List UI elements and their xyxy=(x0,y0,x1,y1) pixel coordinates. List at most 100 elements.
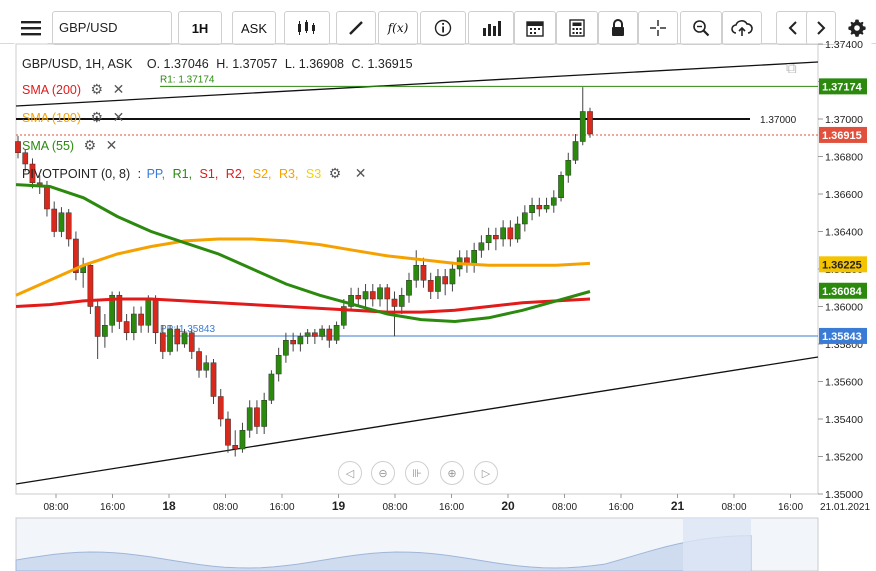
candle-body xyxy=(529,205,535,213)
candle-body xyxy=(94,306,101,337)
price-label: 1.36225 xyxy=(822,259,862,271)
cloud-upload-button[interactable] xyxy=(722,11,762,45)
candle-body xyxy=(123,321,130,333)
sma200-line xyxy=(15,297,591,314)
candle-body xyxy=(116,295,123,322)
chart-toolbar: GBP/USD 1H ASK f(x) xyxy=(0,0,876,45)
close-icon[interactable]: ✕ xyxy=(354,165,367,181)
calendar-icon xyxy=(526,21,544,37)
sma200-label: SMA (200) xyxy=(22,83,82,97)
gear-icon[interactable]: ⚙ xyxy=(90,109,104,125)
gear-icon[interactable]: ⚙ xyxy=(83,137,97,153)
x-tick-label: 16:00 xyxy=(100,502,125,513)
timeframe-label: 1H xyxy=(191,20,209,36)
pivot-r2: R2, xyxy=(225,167,246,181)
calendar-button[interactable] xyxy=(514,11,556,45)
formula-button[interactable]: f(x) xyxy=(378,11,418,45)
trendline-upper xyxy=(15,61,819,107)
candle-body xyxy=(565,160,572,176)
zoom-out-icon: ⊖ xyxy=(378,467,388,480)
info-icon xyxy=(434,19,452,37)
candle-body xyxy=(550,197,557,206)
x-tick-label: 08:00 xyxy=(213,502,238,513)
nav-prev-button[interactable]: ◁ xyxy=(338,461,362,485)
close-value: C. 1.36915 xyxy=(351,57,413,71)
candle-body xyxy=(159,332,166,352)
x-tick-label: 08:00 xyxy=(721,502,746,513)
candle-type-icon xyxy=(298,20,315,35)
candle-body xyxy=(377,287,383,300)
scroll-left-button[interactable] xyxy=(776,11,810,45)
low-value: L. 1.36908 xyxy=(284,57,344,71)
settings-button[interactable] xyxy=(842,11,872,45)
candle-body xyxy=(514,223,521,240)
nav-zoom-out-button[interactable]: ⊖ xyxy=(371,461,395,485)
pivot-r3: R3, xyxy=(278,167,299,181)
scroll-right-button[interactable] xyxy=(806,11,836,45)
expand-icon[interactable]: ⧉ xyxy=(786,60,797,77)
pivot-s2: S2, xyxy=(252,167,272,181)
r1-label: R1: 1.37174 xyxy=(160,74,215,85)
y-tick-label: 1.35600 xyxy=(825,377,863,389)
nav-next-button[interactable]: ▷ xyxy=(474,461,498,485)
candle-body xyxy=(587,111,593,135)
sma55-line xyxy=(15,183,591,324)
horizontal-line-label: 1.37000 xyxy=(760,115,797,126)
candle-body xyxy=(312,332,318,337)
legend-sma55: SMA (55) ⚙ ✕ xyxy=(22,137,117,154)
triangle-right-icon: ▷ xyxy=(481,467,491,480)
pp-label: PP: 1.35843 xyxy=(160,324,215,335)
y-tick-label: 1.35000 xyxy=(825,489,863,501)
menu-button[interactable] xyxy=(14,11,48,45)
candle-body xyxy=(44,186,50,210)
nav-zoom-in-button[interactable]: ⊕ xyxy=(440,461,464,485)
legend-sma100: SMA (100) ⚙ ✕ xyxy=(22,109,124,126)
close-icon[interactable]: ✕ xyxy=(112,81,125,97)
candle-body xyxy=(406,280,412,296)
chevron-right-icon xyxy=(817,21,826,35)
navigator-area xyxy=(15,535,752,571)
candle-body xyxy=(543,205,550,210)
candle-body xyxy=(500,227,506,240)
nav-reset-button[interactable]: ⊪ xyxy=(405,461,429,485)
candle-body xyxy=(319,328,325,337)
candle-body xyxy=(536,205,543,210)
x-tick-label: 08:00 xyxy=(382,502,407,513)
x-tick-label: 21 xyxy=(671,499,685,513)
lock-button[interactable] xyxy=(598,11,638,45)
candle-body xyxy=(225,418,231,446)
candle-body xyxy=(413,265,420,281)
navigator-window xyxy=(683,518,751,571)
x-tick-label: 16:00 xyxy=(269,502,294,513)
sma100-label: SMA (100) xyxy=(22,111,82,125)
price-label: 1.36084 xyxy=(822,286,863,298)
x-tick-label: 08:00 xyxy=(43,502,68,513)
candle-body xyxy=(442,276,449,285)
gear-icon[interactable]: ⚙ xyxy=(90,81,104,97)
zoom-in-icon: ⊕ xyxy=(447,467,457,480)
price-label-box xyxy=(819,78,867,95)
price-label-box xyxy=(819,282,867,299)
calculator-icon xyxy=(569,19,585,37)
close-icon[interactable]: ✕ xyxy=(112,109,125,125)
candle-body xyxy=(210,362,217,397)
candle-body xyxy=(217,396,224,420)
draw-button[interactable] xyxy=(336,11,376,45)
timeframe-button[interactable]: 1H xyxy=(178,11,222,45)
pivot-separator: : xyxy=(137,167,142,181)
candle-body xyxy=(521,212,528,225)
y-tick-label: 1.36400 xyxy=(825,227,863,239)
x-tick-label: 16:00 xyxy=(439,502,464,513)
candle-body xyxy=(507,227,514,240)
close-icon[interactable]: ✕ xyxy=(105,137,118,153)
candle-body xyxy=(485,235,492,243)
candle-body xyxy=(109,295,115,326)
legend-pivotpoint: PIVOTPOINT (0, 8) : PP, R1, S1, R2, S2, … xyxy=(22,165,370,182)
x-tick-label: 08:00 xyxy=(552,502,577,513)
crosshair-button[interactable] xyxy=(638,11,678,45)
gear-icon[interactable]: ⚙ xyxy=(328,165,342,181)
pivot-s3: S3 xyxy=(305,167,322,181)
candle-body xyxy=(391,298,398,307)
candle-body xyxy=(15,141,21,153)
